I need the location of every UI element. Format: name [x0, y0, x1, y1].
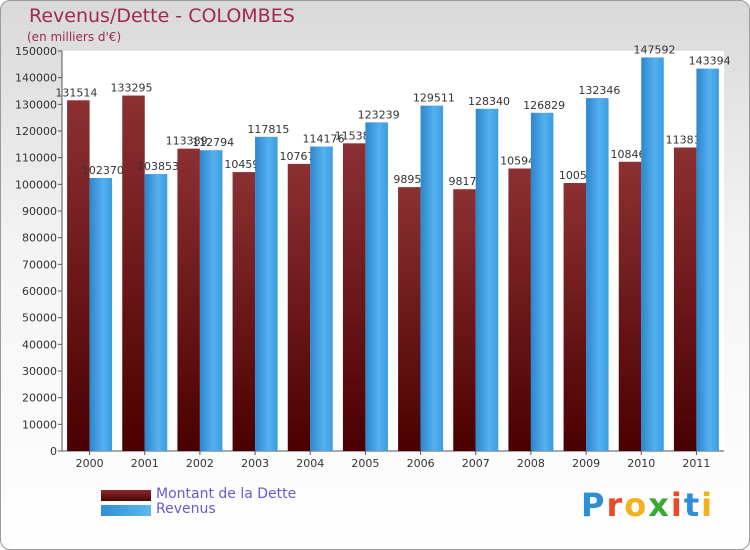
x-tick-label: 2001	[131, 457, 159, 470]
data-label-revenus: 128340	[468, 95, 510, 108]
bar-revenus	[696, 68, 719, 451]
logo-letter: i	[701, 486, 715, 524]
data-label-dette: 10459	[224, 158, 259, 171]
data-label-revenus: 143394	[689, 55, 731, 68]
y-tick-label: 40000	[22, 338, 57, 351]
logo-letter: t	[683, 486, 702, 524]
bar-dette	[67, 100, 90, 452]
chart-title: Revenus/Dette - COLOMBES	[29, 5, 295, 27]
bar-revenus	[641, 57, 664, 452]
y-tick-label: 110000	[15, 152, 57, 165]
bar-revenus	[310, 146, 333, 451]
bar-revenus	[199, 150, 223, 451]
data-label-dette: 11538	[335, 129, 370, 142]
chart-subtitle: (en milliers d'€)	[27, 30, 122, 44]
bar-revenus	[255, 136, 278, 451]
bar-dette	[398, 187, 421, 451]
y-tick-label: 20000	[22, 392, 57, 405]
bar-revenus	[89, 178, 113, 451]
y-tick-label: 70000	[22, 258, 57, 271]
bar-dette	[563, 183, 587, 451]
bar-dette	[673, 147, 697, 452]
data-label-revenus: 117815	[247, 123, 289, 136]
x-tick-label: 2003	[241, 457, 269, 470]
data-label-dette: 10767	[280, 150, 315, 163]
x-tick-label: 2002	[186, 457, 214, 470]
x-tick-label: 2011	[682, 457, 710, 470]
data-label-revenus: 132346	[578, 84, 620, 97]
x-tick-label: 2007	[462, 457, 490, 470]
bar-revenus	[586, 98, 609, 451]
legend-swatch-revenus	[101, 505, 151, 516]
y-tick-label: 130000	[15, 98, 57, 111]
data-label-dette: 1005	[559, 169, 587, 182]
y-tick-label: 150000	[15, 45, 57, 58]
data-label-revenus: 126829	[523, 99, 565, 112]
y-tick-label: 50000	[22, 312, 57, 325]
data-label-dette: 9817	[449, 175, 477, 188]
legend-item-revenus: Revenus	[101, 501, 401, 518]
bar-dette	[122, 95, 145, 452]
bar-revenus	[530, 112, 554, 451]
y-tick-label: 10000	[22, 418, 57, 431]
x-tick-label: 2000	[76, 457, 104, 470]
logo-letter: r	[606, 486, 625, 524]
legend-label-revenus: Revenus	[156, 501, 216, 517]
y-tick-label: 0	[50, 445, 57, 458]
y-tick-label: 120000	[15, 125, 57, 138]
bar-dette	[508, 168, 531, 451]
bar-revenus	[144, 174, 168, 452]
y-tick-label: 100000	[15, 178, 57, 191]
x-tick-label: 2006	[407, 457, 435, 470]
x-tick-label: 2009	[572, 457, 600, 470]
data-label-dette: 113389	[166, 135, 208, 148]
bar-revenus	[365, 122, 388, 451]
legend-label-dette: Montant de la Dette	[156, 486, 297, 502]
x-tick-label: 2008	[517, 457, 545, 470]
data-label-dette: 11381	[666, 134, 701, 147]
y-tick-label: 80000	[22, 232, 57, 245]
bar-dette	[177, 148, 200, 451]
data-label-dette: 133295	[111, 82, 153, 95]
y-tick-label: 60000	[22, 285, 57, 298]
data-label-revenus: 114176	[303, 133, 345, 146]
bar-dette	[342, 143, 366, 451]
logo-letter: i	[670, 486, 684, 524]
x-tick-label: 2004	[296, 457, 324, 470]
legend-swatch-dette	[101, 490, 151, 501]
bar-dette	[453, 189, 476, 452]
data-label-dette: 10846	[611, 148, 646, 161]
logo-letter: P	[581, 486, 607, 524]
bar-revenus	[475, 108, 499, 451]
data-label-revenus: 103853	[137, 160, 179, 173]
bar-dette	[618, 161, 642, 452]
data-label-dette: 131514	[55, 86, 97, 99]
data-label-revenus: 147592	[634, 43, 676, 56]
bar-revenus	[420, 105, 444, 452]
bar-dette	[287, 163, 311, 451]
data-label-revenus: 129511	[413, 92, 455, 105]
legend-item-dette: Montant de la Dette	[101, 486, 401, 503]
proxiti-logo: Proxiti	[581, 486, 714, 524]
data-label-dette: 10594	[500, 154, 535, 167]
plot-area	[62, 51, 724, 451]
data-label-revenus: 123239	[358, 108, 400, 121]
data-label-revenus: 112794	[192, 136, 234, 149]
x-tick-label: 2005	[351, 457, 379, 470]
data-label-revenus: 102370	[82, 164, 124, 177]
data-label-dette: 9895	[393, 173, 421, 186]
y-tick-label: 90000	[22, 205, 57, 218]
logo-letter: x	[648, 486, 671, 524]
bar-dette	[232, 172, 256, 452]
y-tick-label: 140000	[15, 72, 57, 85]
logo-letter: o	[624, 486, 649, 524]
x-tick-label: 2010	[627, 457, 655, 470]
y-tick-label: 30000	[22, 365, 57, 378]
